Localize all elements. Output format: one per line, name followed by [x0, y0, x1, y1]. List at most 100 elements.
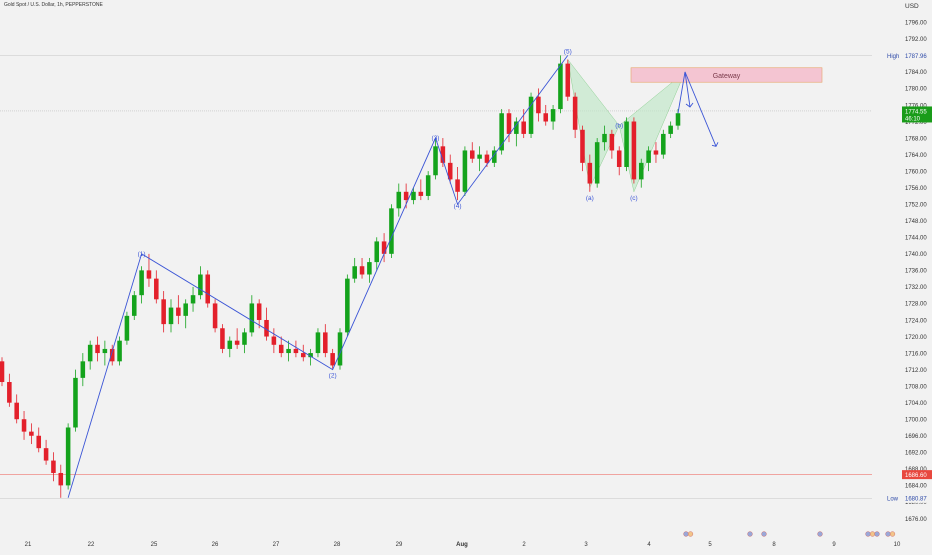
candle-body	[256, 303, 262, 320]
candle-body	[506, 113, 512, 134]
candle	[271, 328, 277, 354]
y-tick-label: 1760.00	[905, 169, 927, 175]
candle	[462, 146, 468, 196]
wave-label: (4)	[454, 203, 462, 210]
candle	[587, 154, 593, 192]
candle	[389, 204, 394, 258]
candle	[154, 270, 159, 304]
x-tick-label: 25	[151, 542, 158, 548]
candle-body	[631, 121, 637, 180]
candle-body	[536, 96, 541, 114]
candle	[264, 307, 269, 341]
candle	[411, 187, 416, 205]
y-tick-label: 1684.00	[905, 484, 927, 490]
candle-body	[300, 353, 306, 358]
candle-body	[477, 154, 482, 159]
arrow-head	[711, 142, 719, 147]
candle-body	[396, 191, 402, 209]
candle-body	[440, 146, 446, 163]
candle-body	[381, 241, 387, 254]
candle-body	[87, 344, 93, 362]
candle-body	[80, 361, 86, 378]
candle	[440, 138, 446, 167]
candle	[205, 270, 211, 308]
candle-body	[455, 179, 460, 192]
candle	[73, 369, 78, 432]
candle	[0, 357, 5, 387]
candle	[249, 295, 255, 337]
candle-body	[117, 340, 122, 362]
y-tick-label: 1700.00	[905, 418, 927, 424]
y-tick-label: 1680.00	[905, 500, 927, 506]
candle-body	[572, 96, 578, 130]
y-tick-label: 1704.00	[905, 401, 927, 407]
candle-body	[176, 307, 181, 316]
candle-body	[638, 162, 644, 180]
candle	[631, 117, 637, 184]
candle-body	[212, 303, 218, 329]
high-value: 1787.96	[905, 54, 927, 60]
candle	[242, 328, 247, 354]
candle-body	[345, 278, 350, 333]
support-badge	[902, 470, 932, 480]
candle-body	[234, 340, 240, 345]
candle-body	[271, 336, 277, 345]
candle-body	[124, 315, 130, 341]
candle-body	[131, 295, 137, 316]
candle	[433, 138, 438, 180]
low-value-bg	[903, 493, 931, 503]
y-tick-label: 1744.00	[905, 236, 927, 242]
x-tick-label: 21	[25, 542, 32, 548]
candle	[565, 59, 571, 101]
event-marker-icon	[747, 531, 753, 537]
candle	[139, 266, 144, 304]
candle	[198, 266, 203, 300]
x-tick-label: 22	[88, 542, 95, 548]
candle	[345, 274, 350, 337]
candle	[308, 348, 313, 366]
price-badge	[902, 106, 932, 123]
arrow-head	[685, 102, 694, 108]
candle-body	[469, 150, 475, 159]
candle	[124, 311, 130, 345]
candle	[653, 142, 659, 163]
event-marker-icon	[874, 531, 880, 537]
candle	[146, 253, 152, 287]
candle-body	[374, 241, 380, 263]
candle	[117, 336, 122, 366]
candle	[43, 439, 49, 465]
candle	[477, 146, 482, 172]
y-tick-label: 1764.00	[905, 153, 927, 159]
candle	[521, 109, 526, 139]
candle-body	[411, 191, 416, 201]
candle	[668, 121, 673, 139]
event-marker-icon	[687, 531, 694, 537]
wave-label: (1)	[138, 251, 146, 258]
candle-body	[190, 295, 196, 304]
x-tick-label: 28	[334, 542, 341, 548]
candle-body	[587, 162, 593, 184]
candle-body	[168, 307, 174, 325]
candle-body	[65, 427, 71, 486]
candle-body	[242, 332, 247, 345]
candle	[190, 286, 196, 312]
low-label: Low	[887, 497, 899, 503]
candle-body	[161, 299, 166, 325]
gateway-zone	[630, 67, 823, 83]
candle	[602, 125, 607, 151]
candle-body	[359, 266, 365, 275]
x-tick-label: 8	[772, 542, 776, 548]
candle-body	[51, 460, 56, 473]
y-tick-label: 1740.00	[905, 252, 927, 258]
candle-body	[95, 344, 100, 354]
candle	[161, 291, 166, 333]
candle-body	[146, 270, 152, 279]
event-marker-icon	[889, 531, 896, 537]
candle	[381, 233, 387, 263]
wave-label: (a)	[586, 195, 594, 202]
candle	[594, 138, 600, 188]
candle-body	[205, 274, 211, 304]
y-tick-label: 1748.00	[905, 219, 927, 225]
y-tick-label: 1772.00	[905, 120, 927, 126]
